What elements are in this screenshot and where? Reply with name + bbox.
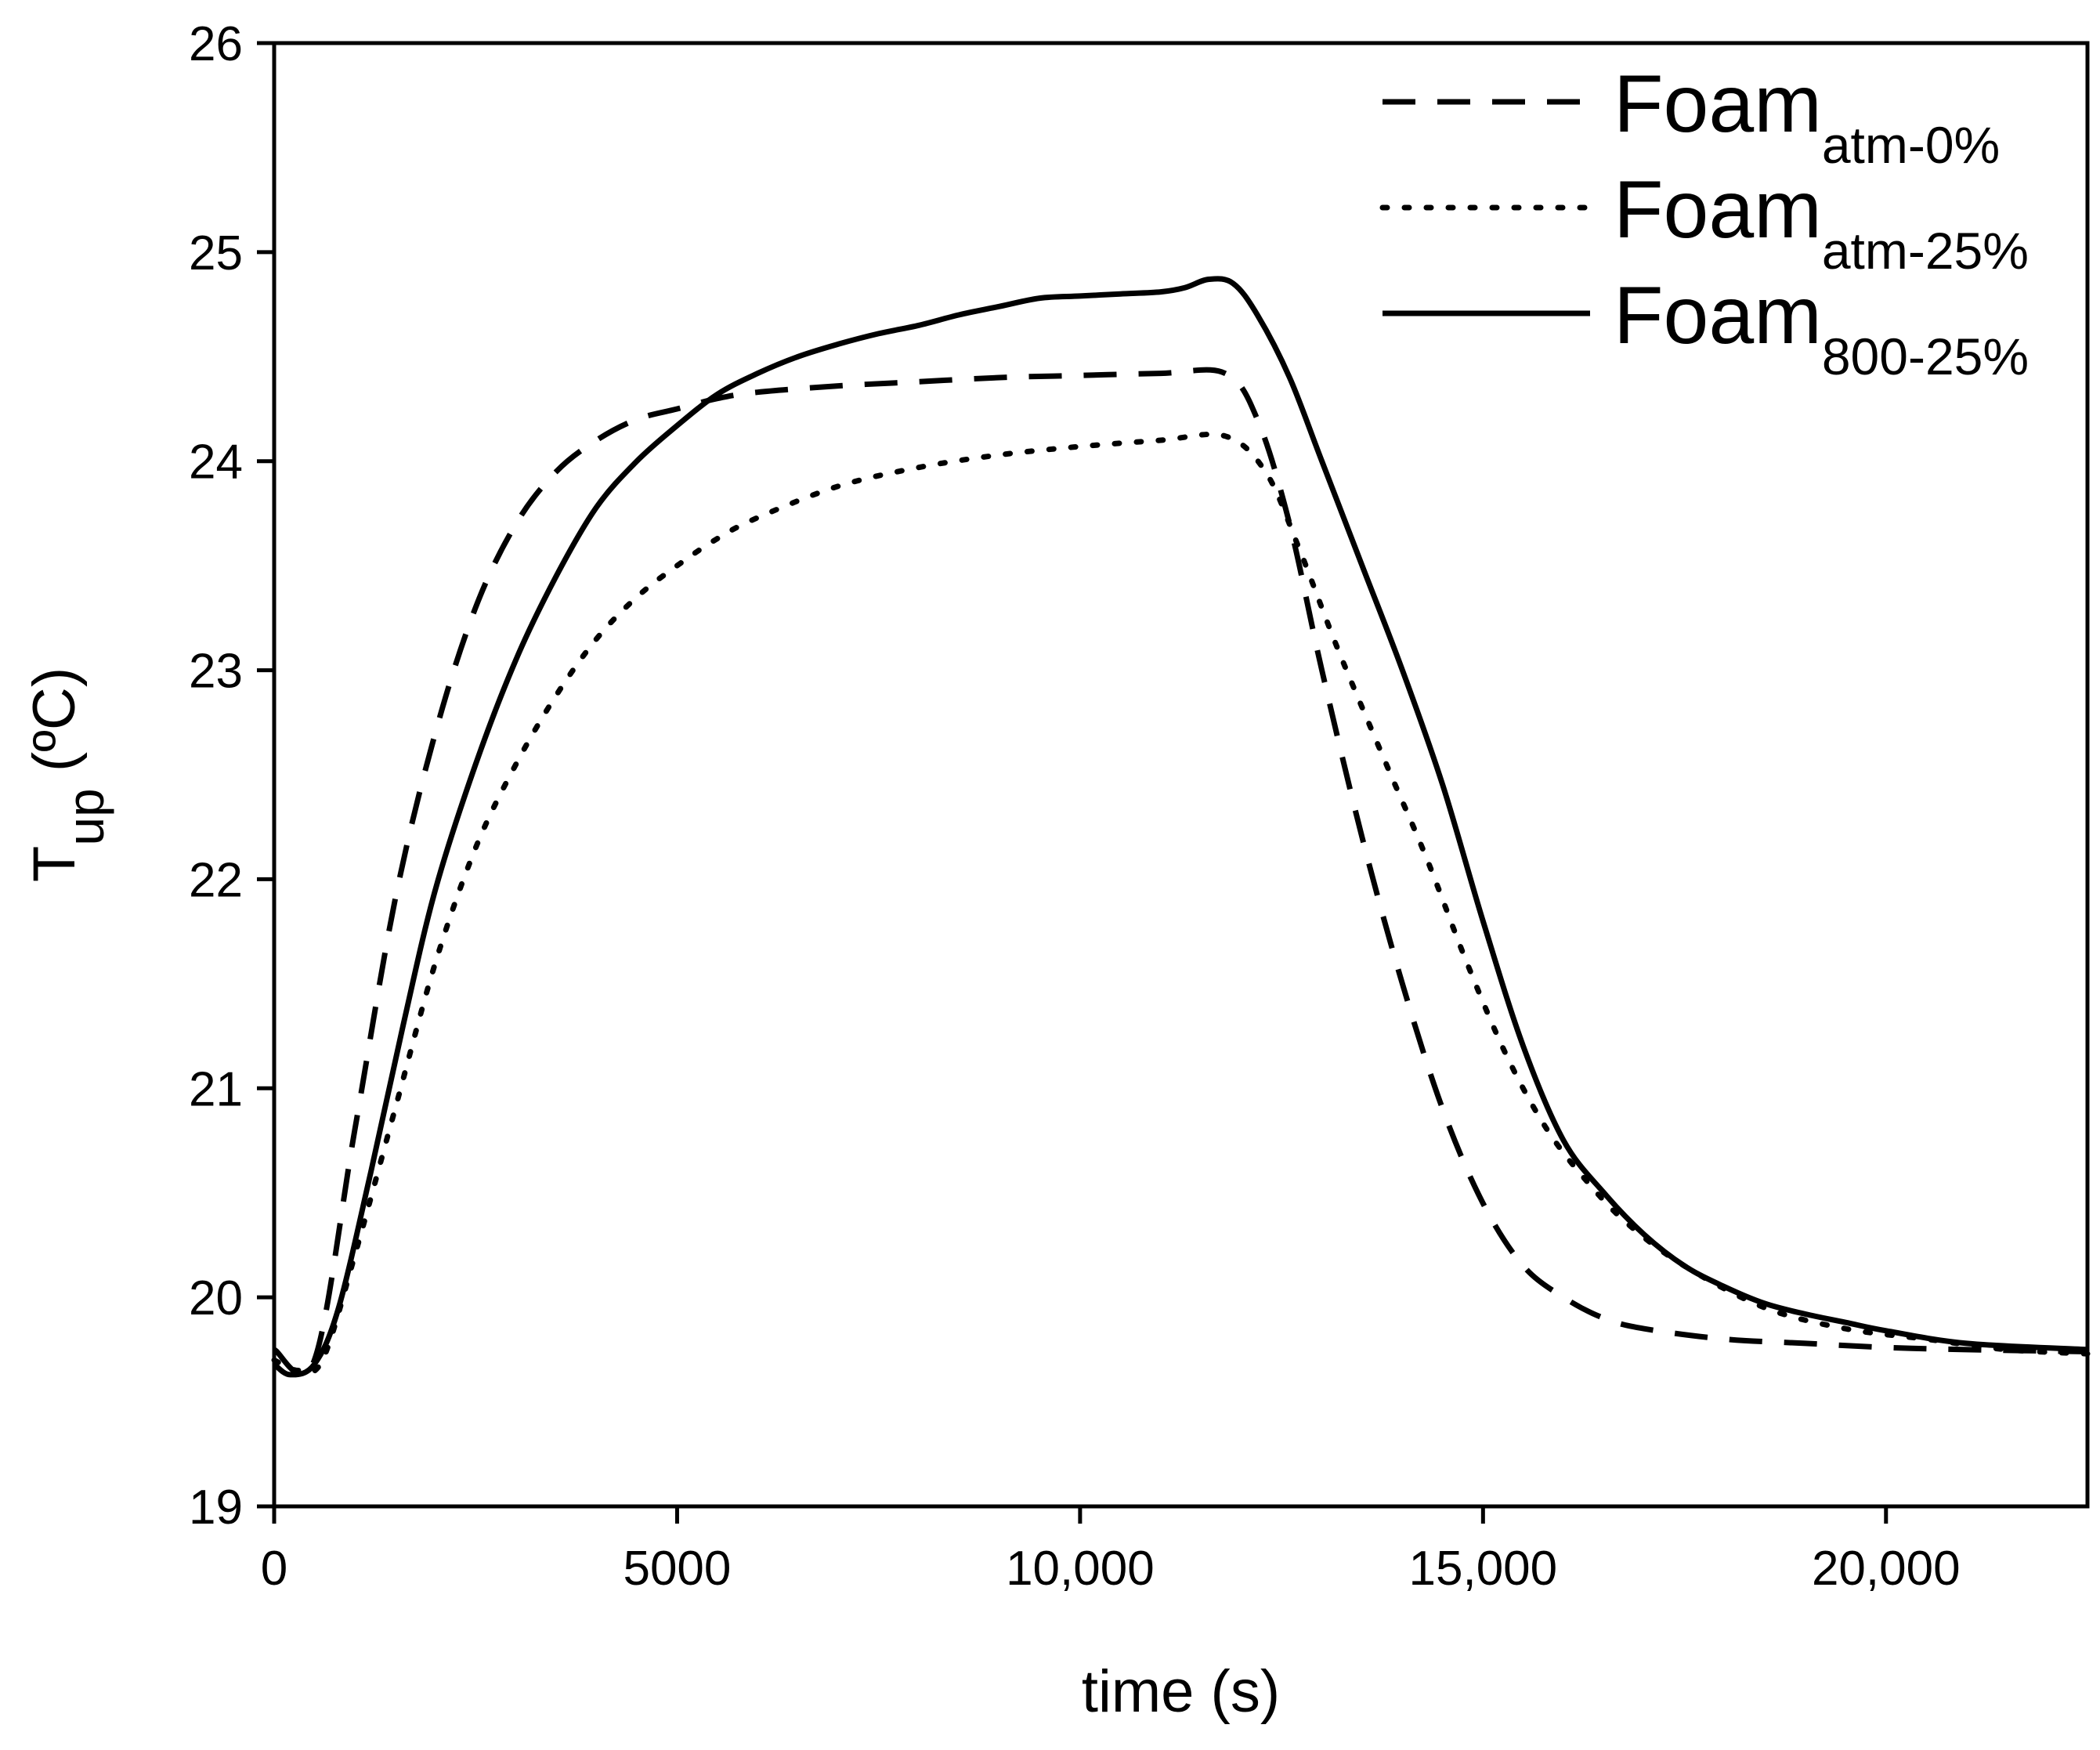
series-line-800-25pct bbox=[272, 276, 2088, 1378]
x-axis-title: time (s) bbox=[1082, 1658, 1280, 1725]
y-tick-label: 24 bbox=[189, 436, 243, 490]
x-tick-label: 5000 bbox=[623, 1542, 731, 1596]
legend-label-subscript: atm-25% bbox=[1822, 222, 2029, 280]
series-line-atm-25pct bbox=[271, 431, 2091, 1376]
legend-label: Foamatm-25% bbox=[1614, 165, 2029, 280]
x-tick-label: 20,000 bbox=[1812, 1542, 1961, 1596]
y-tick-label: 26 bbox=[189, 17, 243, 71]
y-tick-label: 21 bbox=[189, 1062, 243, 1116]
svg-text:Tup (ºC): Tup (ºC) bbox=[21, 667, 114, 882]
legend-label-subscript: atm-0% bbox=[1822, 116, 2000, 174]
y-axis-title-main: T bbox=[21, 846, 88, 882]
legend-label: Foamatm-0% bbox=[1614, 59, 2000, 174]
series-layer bbox=[271, 276, 2091, 1378]
legend-label-main: Foam bbox=[1614, 270, 1822, 361]
plot-frame bbox=[272, 41, 2090, 1509]
y-tick-label: 20 bbox=[189, 1271, 243, 1325]
x-tick-label: 10,000 bbox=[1006, 1542, 1155, 1596]
x-tick-label: 15,000 bbox=[1409, 1542, 1558, 1596]
x-tick-label: 0 bbox=[261, 1542, 287, 1596]
tick-layer: 0 5000 10,000 15,000 20,000 19 20 21 22 23 24 25 26 bbox=[189, 17, 1961, 1596]
y-axis-title-unit: (ºC) bbox=[21, 667, 88, 788]
legend-label-main: Foam bbox=[1614, 59, 1822, 150]
legend-label-subscript: 800-25% bbox=[1822, 327, 2029, 385]
legend: Foamatm-0%Foamatm-25%Foam800-25% bbox=[1379, 59, 2029, 385]
legend-label: Foam800-25% bbox=[1614, 270, 2029, 385]
series-line-atm-0pct bbox=[273, 367, 2088, 1377]
y-axis-title-subscript: up bbox=[56, 788, 114, 845]
y-tick-label: 23 bbox=[189, 645, 243, 699]
y-tick-label: 22 bbox=[189, 853, 243, 907]
y-tick-label: 25 bbox=[189, 226, 243, 280]
y-tick-label: 19 bbox=[189, 1481, 243, 1535]
y-axis-title: Tup (ºC) bbox=[21, 667, 114, 882]
legend-label-main: Foam bbox=[1614, 165, 1822, 255]
